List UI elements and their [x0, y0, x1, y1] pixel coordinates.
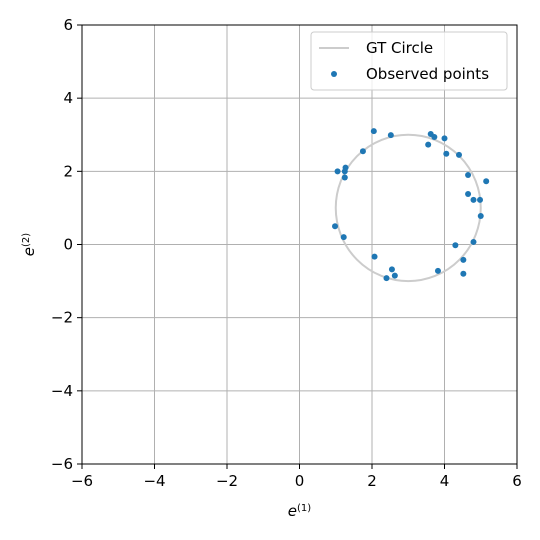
legend-label-observed-points: Observed points [366, 65, 489, 83]
x-tick-label: −4 [143, 472, 165, 490]
observed-point [452, 242, 459, 249]
observed-point [441, 135, 448, 142]
x-tick-label: 0 [295, 472, 305, 490]
observed-point [456, 151, 462, 158]
gt-circle [334, 133, 482, 283]
y-tick-label: 2 [63, 162, 73, 180]
observed-point [465, 171, 472, 178]
observed-point [387, 132, 394, 139]
observed-point [443, 150, 450, 157]
legend-label-gt-circle: GT Circle [366, 39, 433, 57]
x-axis-label: e(1) [288, 502, 311, 520]
observed-point [477, 196, 484, 203]
y-tick-label: 4 [63, 89, 73, 107]
observed-point [341, 174, 348, 181]
observed-point [371, 253, 378, 260]
observed-point [359, 148, 366, 155]
observed-point [434, 267, 441, 274]
observed-point [334, 168, 341, 175]
plot-area [332, 128, 490, 283]
observed-point [425, 141, 432, 148]
x-tick-label: 4 [440, 472, 450, 490]
legend: GT Circle Observed points [310, 31, 508, 91]
y-axis-label: e(2) [20, 233, 38, 256]
y-tick-label: 0 [63, 236, 73, 254]
observed-point [470, 196, 477, 203]
observed-point [340, 234, 347, 241]
x-tick-label: 2 [367, 472, 377, 490]
grid [81, 24, 518, 465]
observed-point [483, 178, 490, 185]
x-tick-label: 6 [512, 472, 522, 490]
observed-point [391, 272, 398, 279]
y-tick-label: 6 [63, 16, 73, 34]
x-tick-label: −6 [71, 472, 93, 490]
y-tick-label: −6 [51, 455, 73, 473]
y-tick-label: −2 [51, 309, 73, 327]
observed-point [383, 275, 390, 282]
observed-point [477, 212, 484, 219]
observed-point [332, 223, 339, 230]
ticks: −6 −4 −2 0 2 4 6 −6 −4 −2 0 2 4 6 [51, 16, 522, 490]
observed-point [470, 238, 477, 245]
observed-point [460, 256, 467, 263]
observed-point [370, 128, 377, 135]
legend-points-swatch [331, 71, 337, 77]
observed-point [341, 168, 348, 175]
observed-point [431, 133, 438, 140]
x-tick-label: −2 [216, 472, 238, 490]
legend-box [310, 31, 508, 91]
y-tick-label: −4 [51, 382, 73, 400]
observed-point [388, 266, 395, 273]
observed-point [465, 191, 472, 198]
observed-point [460, 270, 467, 277]
